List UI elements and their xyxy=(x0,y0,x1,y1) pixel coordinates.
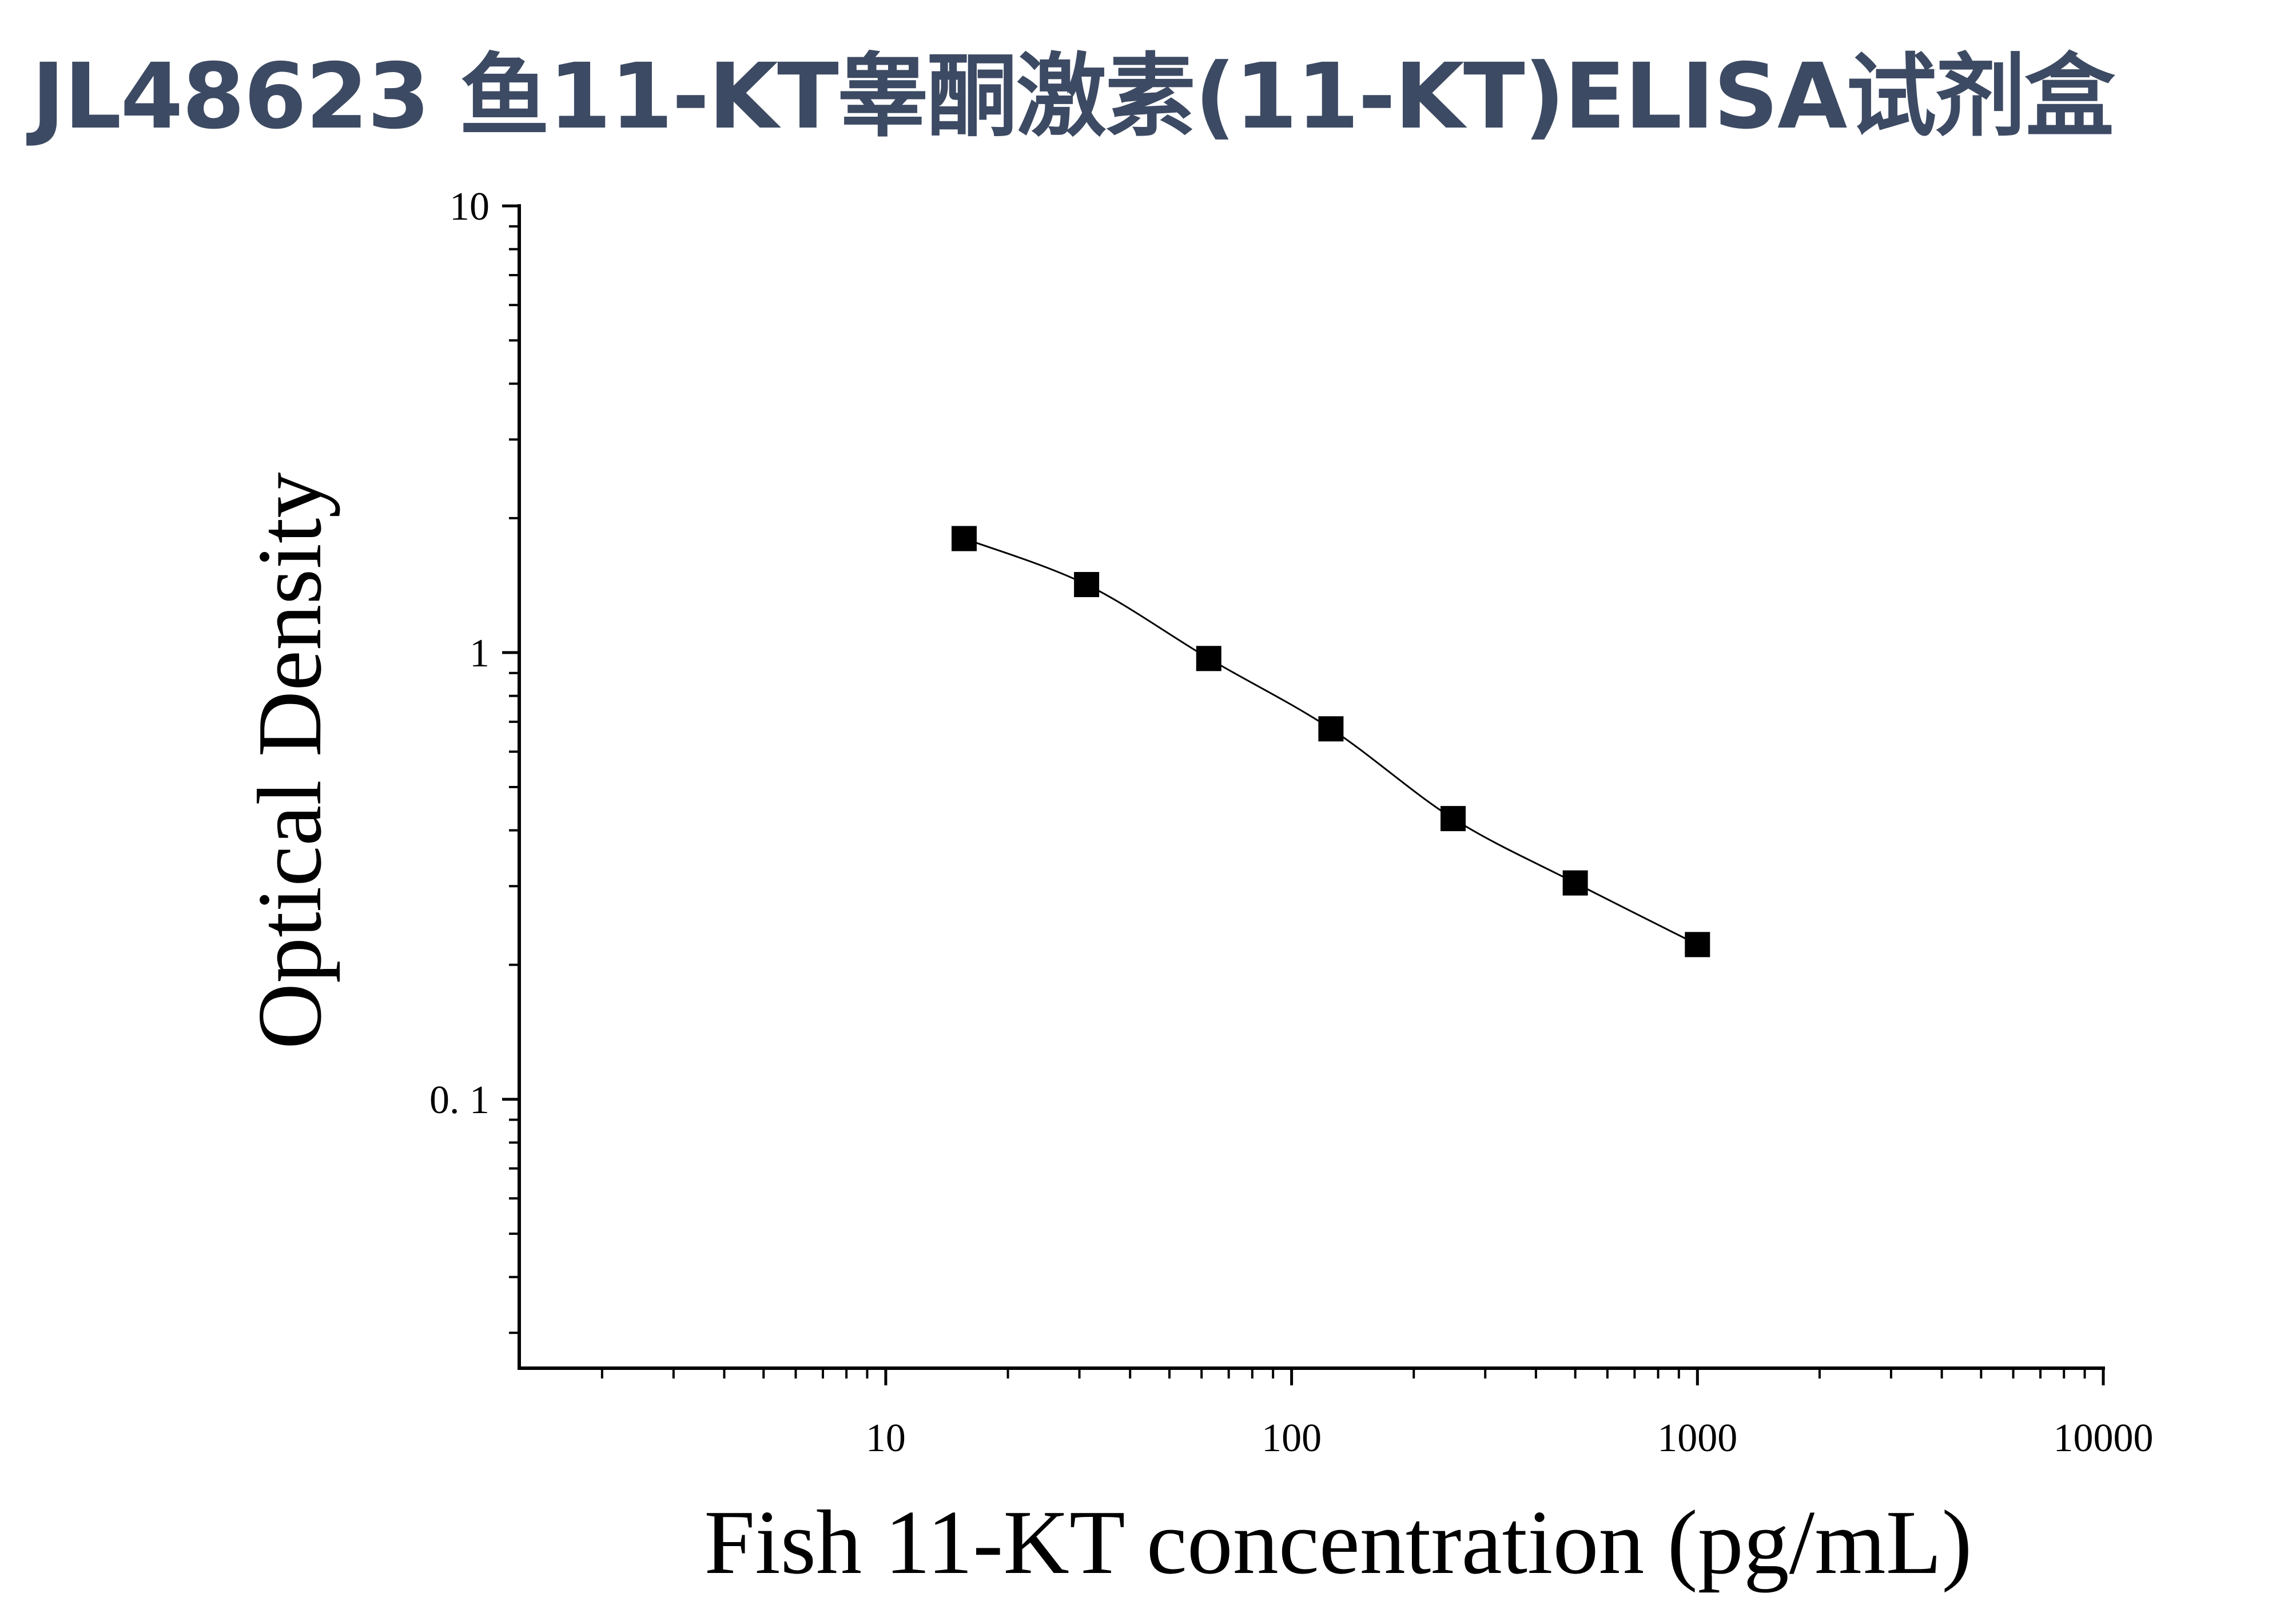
page-title: JL48623 鱼11-KT睾酮激素(11-KT)ELISA试剂盒 xyxy=(31,44,2115,149)
x-tick-label: 1000 xyxy=(1657,1416,1737,1460)
y-axis-title: Optical Density xyxy=(238,472,340,1050)
y-tick-label: 1 xyxy=(469,631,490,676)
data-points xyxy=(951,526,1710,958)
chart-tick-labels: 10 100 1000 10000 0. 1 1 10 xyxy=(429,185,2154,1460)
x-tick-label: 10000 xyxy=(2054,1416,2154,1460)
x-axis-title: Fish 11-KT concentration (pg/mL) xyxy=(704,1491,1972,1593)
data-point xyxy=(1441,806,1466,832)
data-point xyxy=(1562,870,1588,896)
y-tick-label: 0. 1 xyxy=(429,1078,490,1122)
chart-ticks xyxy=(502,204,2105,1385)
x-tick-label: 10 xyxy=(866,1416,906,1460)
data-point xyxy=(1318,716,1344,742)
data-point xyxy=(1196,646,1221,672)
x-tick-label: 100 xyxy=(1262,1416,1322,1460)
chart-axes xyxy=(518,204,2105,1370)
data-point xyxy=(951,526,977,551)
y-tick-label: 10 xyxy=(449,185,490,229)
data-point xyxy=(1074,571,1100,597)
data-point xyxy=(1685,932,1710,958)
